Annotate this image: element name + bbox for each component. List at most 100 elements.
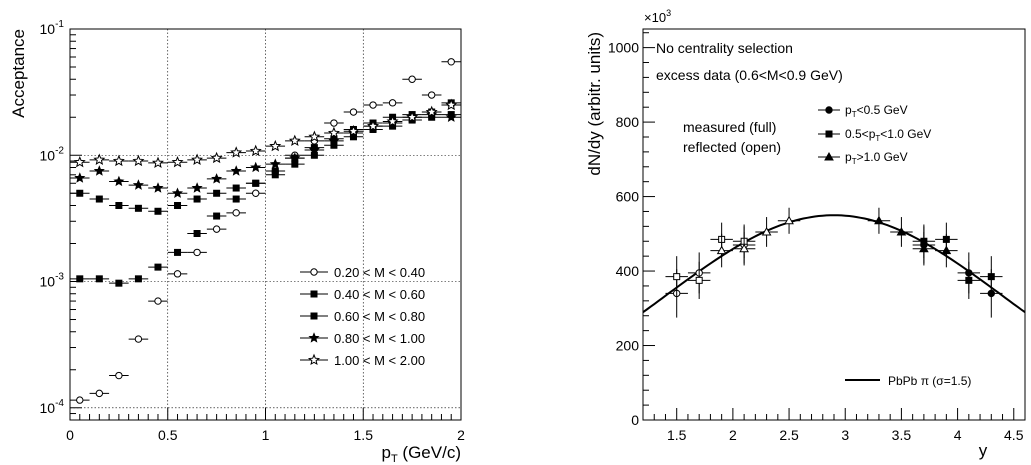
x-tick-label: 0 — [66, 427, 74, 443]
y-tick-label: 600 — [616, 189, 640, 205]
legend: pT<0.5 GeV 0.5<pT<1.0 GeV pT>1.0 GeV — [818, 103, 931, 166]
legend-label: 0.60 < M < 0.80 — [334, 309, 425, 324]
x-axis-title: pT (GeV/c) — [382, 443, 462, 465]
series — [70, 111, 461, 215]
data-point — [427, 91, 436, 99]
legend-label: 1.00 < M < 2.00 — [334, 353, 425, 368]
data-point — [154, 263, 162, 271]
x-tick-label: 0.5 — [158, 427, 178, 443]
legend-label: 0.80 < M < 1.00 — [334, 331, 425, 346]
data-point — [288, 134, 301, 146]
y-tick-label: 10-1 — [40, 19, 65, 37]
data-point — [211, 173, 223, 184]
data-point — [330, 119, 338, 127]
data-point — [896, 226, 907, 236]
fit-curve — [642, 214, 1026, 314]
data-point — [152, 182, 164, 193]
legend-label: pT<0.5 GeV — [845, 103, 908, 119]
legend-marker — [310, 312, 318, 320]
data-point — [445, 111, 457, 122]
data-point — [252, 189, 260, 197]
data-point — [230, 146, 243, 158]
grid — [70, 29, 461, 420]
y-axis-title: Acceptance — [9, 29, 28, 118]
x-axis-title: y — [979, 441, 988, 460]
x-tick-label: 2 — [457, 427, 465, 443]
data-point — [232, 209, 240, 217]
data-point — [191, 153, 204, 165]
data-point — [408, 75, 416, 83]
data-point — [386, 115, 399, 127]
data-point — [113, 175, 125, 187]
data-point — [252, 179, 260, 187]
data-point — [115, 201, 123, 209]
series — [912, 222, 1003, 299]
annotation: excess data (0.6<M<0.9 GeV) — [656, 67, 843, 83]
data-point — [291, 160, 299, 168]
data-point — [74, 172, 86, 183]
series — [867, 207, 958, 268]
legend-marker — [307, 353, 321, 366]
data-point — [93, 165, 105, 176]
legend-marker — [825, 106, 833, 114]
annotation: No centrality selection — [656, 40, 793, 56]
legend-marker — [310, 290, 318, 298]
data-point — [210, 151, 223, 164]
legend-label: 0.20 < M < 0.40 — [334, 265, 425, 280]
data-point — [173, 270, 182, 278]
data-point — [193, 195, 201, 203]
data-point — [308, 144, 320, 155]
legend: 0.20 < M < 0.40 0.40 < M < 0.60 0.60 < M <… — [300, 265, 425, 368]
annotation: measured (full) — [683, 119, 776, 135]
x-tick-label: 3.5 — [892, 427, 912, 443]
y-tick-label: 10-2 — [40, 145, 65, 163]
data-point — [425, 105, 438, 118]
y-tick-label: 200 — [616, 338, 640, 354]
data-point — [134, 204, 142, 212]
data-point — [171, 156, 184, 168]
series — [710, 207, 801, 268]
data-point — [761, 226, 772, 236]
rapidity-chart: 1.5 2 2.5 3 3.5 4 4.5 0 200 400 600 800 1000 ×103 y dN/… — [585, 8, 1026, 460]
data-point — [134, 335, 143, 343]
data-point — [269, 139, 282, 152]
data-point — [73, 156, 86, 168]
data-point — [874, 215, 884, 225]
x-tick-label: 2 — [729, 427, 737, 443]
data-point — [941, 245, 952, 255]
data-point — [250, 161, 262, 173]
series — [665, 222, 756, 299]
data-point — [132, 179, 144, 190]
data-point — [213, 212, 221, 220]
y-tick-label: 800 — [616, 114, 640, 130]
data-point — [388, 99, 397, 107]
data-point — [171, 187, 184, 198]
series — [70, 98, 461, 168]
data-point — [115, 279, 123, 287]
data-point — [76, 275, 84, 283]
data-point — [213, 189, 221, 197]
data-point — [369, 101, 377, 109]
data-point — [447, 58, 455, 66]
legend-marker — [824, 151, 834, 161]
data-point — [406, 110, 419, 123]
y-tick-label: 10-3 — [40, 272, 65, 290]
x-tick-label: 4 — [954, 427, 962, 443]
plot-frame — [642, 28, 1026, 421]
y-tick-label: 0 — [631, 412, 639, 428]
data-point — [673, 273, 681, 281]
data-point — [784, 215, 794, 225]
data-point — [308, 130, 321, 142]
data-point — [191, 182, 203, 193]
data-point — [269, 158, 281, 169]
data-point — [151, 156, 164, 168]
data-point — [93, 153, 106, 165]
data-point — [249, 144, 262, 157]
x-tick-label: 3 — [841, 427, 849, 443]
data-point — [134, 275, 142, 283]
legend-label: 0.5<pT<1.0 GeV — [845, 127, 931, 143]
data-point — [193, 230, 201, 238]
data-point — [230, 165, 242, 176]
data-point — [232, 195, 240, 203]
